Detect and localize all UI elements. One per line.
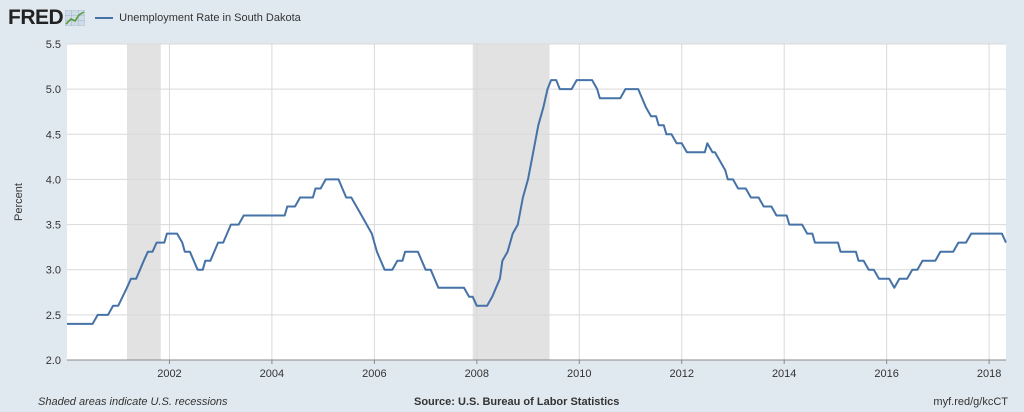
- legend-label: Unemployment Rate in South Dakota: [119, 12, 301, 24]
- fred-logo[interactable]: FRED: [8, 6, 86, 30]
- legend-swatch: [95, 17, 114, 19]
- x-tick-label: 2008: [465, 368, 489, 380]
- recession-note: Shaded areas indicate U.S. recessions: [38, 396, 228, 408]
- series-line: [67, 79, 1007, 325]
- y-tick-label: 4.5: [46, 129, 61, 141]
- y-tick-label: 2.0: [46, 355, 61, 367]
- x-tick-label: 2002: [157, 368, 181, 380]
- chart-legend: Unemployment Rate in South Dakota: [95, 12, 301, 24]
- y-tick-label: 4.0: [46, 174, 61, 186]
- x-tick-label: 2014: [772, 368, 796, 380]
- y-tick-label: 5.5: [46, 39, 61, 51]
- y-tick-label: 3.0: [46, 265, 61, 277]
- recession-band: [126, 44, 161, 360]
- source-text: Source: U.S. Bureau of Labor Statistics: [414, 396, 620, 408]
- y-axis-label: Percent: [13, 183, 25, 221]
- line-chart: 2.0 2.5 3.0 3.5 4.0 4.5 5.0 5.5 2002 2004 2006 2008…: [13, 39, 1007, 380]
- x-tick-label: 2006: [362, 368, 386, 380]
- x-tick-label: 2016: [874, 368, 898, 380]
- fred-graph-icon: [65, 10, 86, 26]
- chart-footer: Shaded areas indicate U.S. recessions So…: [0, 394, 1024, 412]
- y-tick-label: 5.0: [46, 84, 61, 96]
- y-tick-label: 2.5: [46, 310, 61, 322]
- x-tick-label: 2012: [669, 368, 693, 380]
- recession-band: [472, 44, 550, 360]
- x-tick-label: 2010: [567, 368, 591, 380]
- chart-header: FRED Unemployment Rate in South Dakota: [8, 6, 301, 30]
- x-tick-label: 2004: [260, 368, 284, 380]
- fred-logo-text: FRED: [8, 6, 64, 29]
- short-link[interactable]: myf.red/g/kcCT: [933, 396, 1008, 408]
- x-tick-label: 2018: [977, 368, 1001, 380]
- y-tick-label: 3.5: [46, 220, 61, 232]
